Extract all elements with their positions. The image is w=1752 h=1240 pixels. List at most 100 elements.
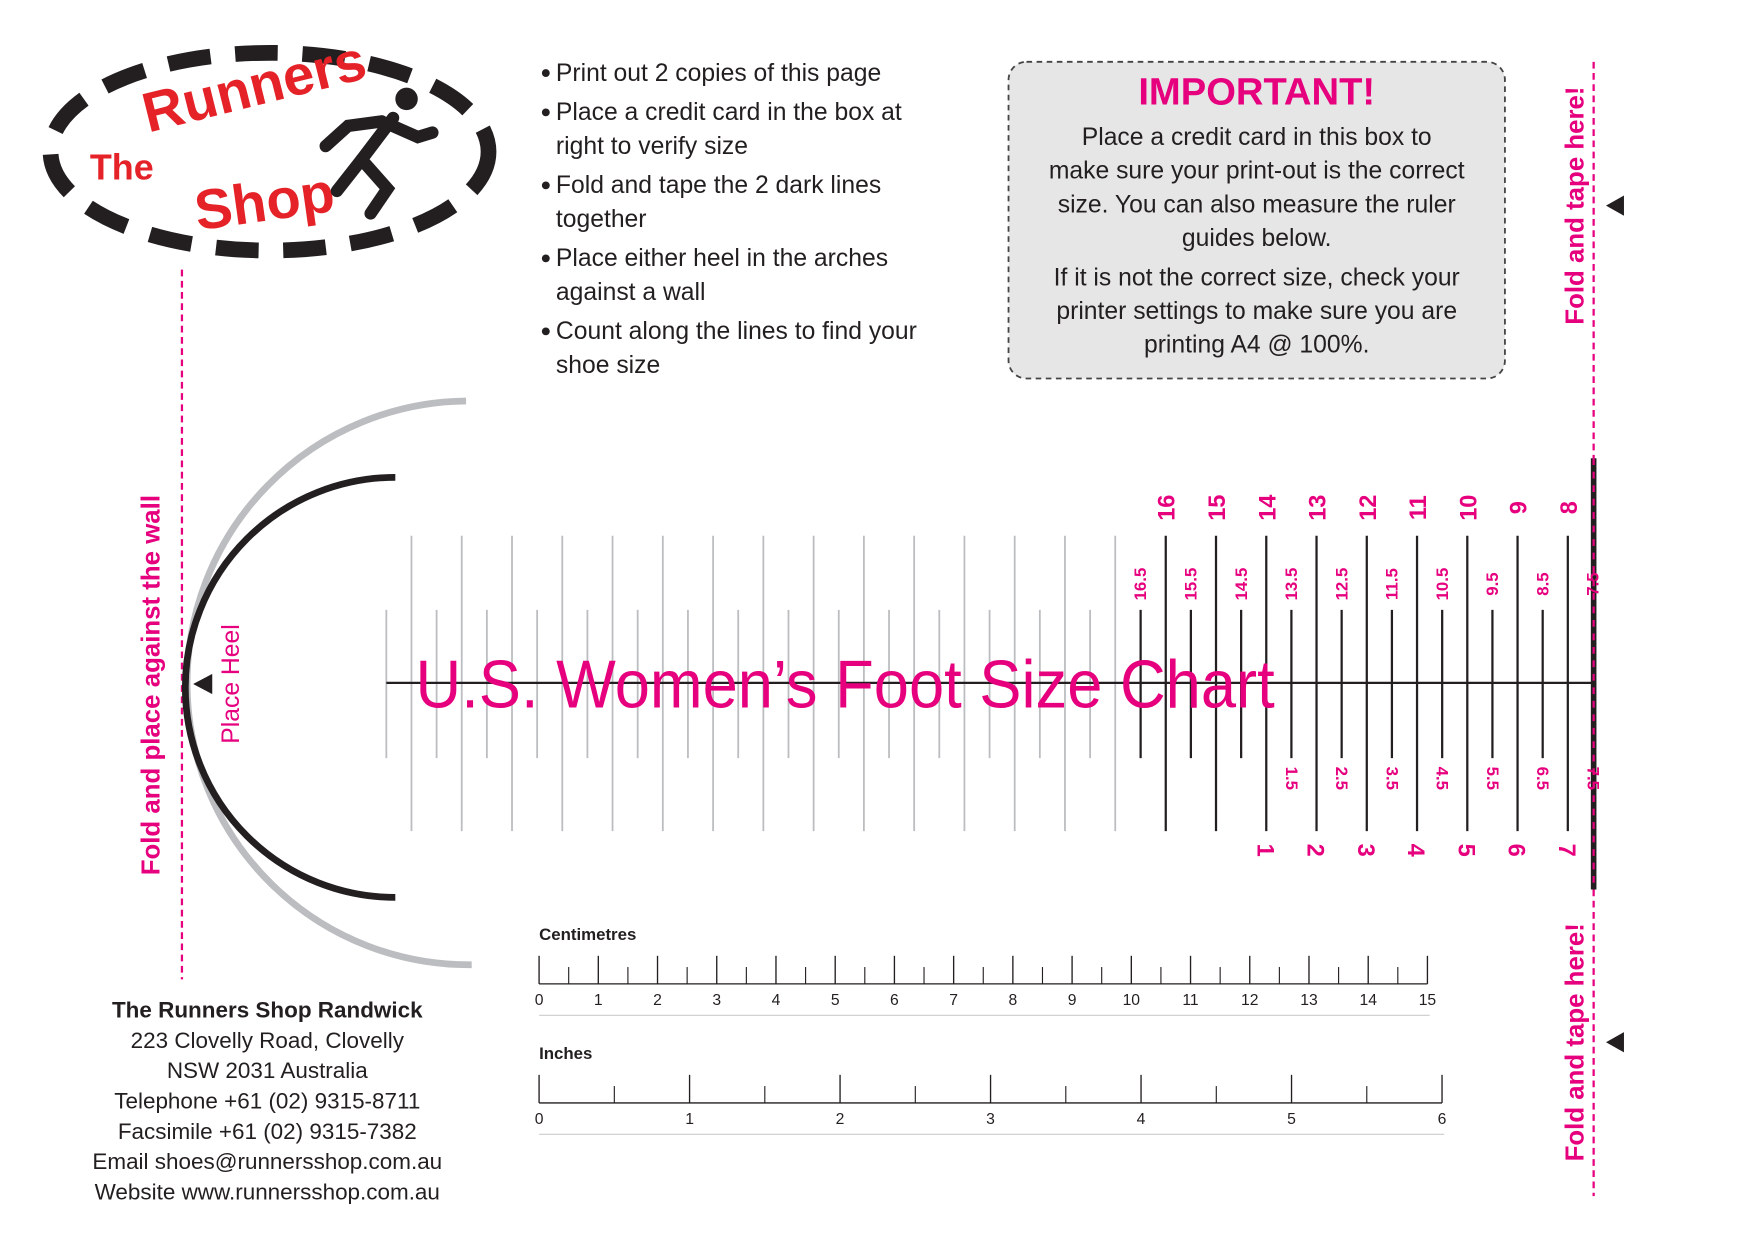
tape-label: Fold and tape here! (1562, 86, 1590, 324)
bullet (541, 254, 550, 263)
upper-half-size: 16.5 (1131, 568, 1150, 601)
lower-half-size: 6.5 (1533, 767, 1552, 790)
important-title: IMPORTANT! (1138, 71, 1375, 114)
address-line: Telephone +61 (02) 9315-8711 (114, 1089, 420, 1114)
instruction-line: Print out 2 copies of this page (556, 60, 881, 87)
ruler-label: Inches (539, 1044, 592, 1063)
upper-half-size: 13.5 (1282, 568, 1301, 601)
lower-size: 3 (1353, 844, 1379, 857)
upper-size: 10 (1455, 495, 1481, 521)
address-line: Email shoes@runnersshop.com.au (92, 1149, 442, 1174)
address: The Runners Shop Randwick 223 Clovelly R… (92, 998, 442, 1205)
upper-size: 12 (1355, 495, 1381, 521)
bullet (541, 108, 550, 117)
lower-half-size: 7.5 (1583, 767, 1602, 790)
ruler-tick-label: 3 (986, 1111, 995, 1128)
important-line: printing A4 @ 100%. (1144, 332, 1369, 359)
ruler-tick-label: 0 (535, 1111, 544, 1128)
important-line: guides below. (1182, 225, 1332, 252)
upper-half-size: 7.5 (1584, 572, 1603, 595)
lower-half-size: 4.5 (1433, 767, 1452, 790)
upper-size: 9 (1506, 501, 1532, 514)
important-text: Place a credit card in this box to make s… (1049, 124, 1465, 359)
ruler-tick-label: 5 (831, 992, 840, 1009)
ruler-tick-label: 6 (1438, 1111, 1447, 1128)
ruler-tick-label: 14 (1359, 992, 1377, 1009)
ruler-tick-label: 0 (535, 992, 544, 1009)
size-grid: 16 15 14 13 12 11 10 9 816.5 15.5 14.5 13.5 12.5 11.5… (385, 495, 1603, 857)
logo-the: The (90, 147, 154, 188)
ruler-label: Centimetres (539, 925, 636, 944)
address-line: NSW 2031 Australia (167, 1058, 368, 1083)
instruction-line: right to verify size (556, 133, 748, 160)
lower-half-size: 5.5 (1483, 767, 1502, 790)
ruler-tick-label: 2 (653, 992, 662, 1009)
lower-half-size: 3.5 (1382, 767, 1401, 790)
instruction-line: Place either heel in the arches (556, 245, 888, 272)
important-line: make sure your print-out is the correct (1049, 158, 1465, 185)
instruction-line: together (556, 206, 647, 233)
address-line: Website www.runnersshop.com.au (95, 1180, 440, 1205)
arrow (193, 673, 213, 695)
inner-arch (182, 474, 396, 901)
ruler-tick-label: 12 (1241, 992, 1258, 1009)
ruler-tick-label: 6 (890, 992, 899, 1009)
ruler-tick-label: 2 (836, 1111, 845, 1128)
upper-half-size: 11.5 (1383, 568, 1402, 600)
ruler-tick-label: 7 (949, 992, 958, 1009)
lower-half-size: 2.5 (1332, 767, 1351, 790)
instruction-line: Fold and tape the 2 dark lines (556, 172, 881, 199)
heel-label: Place Heel (218, 624, 245, 743)
ruler-tick-label: 8 (1008, 992, 1017, 1009)
chart-title: U.S. Women’s Foot Size Chart (416, 648, 1275, 723)
ruler-tick-label: 1 (685, 1111, 694, 1128)
bullet (541, 69, 550, 77)
lower-size: 2 (1303, 844, 1329, 857)
upper-half-size: 10.5 (1433, 568, 1452, 601)
upper-size: 8 (1556, 501, 1582, 514)
upper-size: 11 (1405, 495, 1431, 520)
upper-half-size: 12.5 (1332, 568, 1351, 601)
wall-label: Fold and place against the wall (137, 495, 165, 875)
ruler-tick-label: 11 (1182, 992, 1198, 1009)
instructions: Print out 2 copies of this page Place a c… (541, 60, 917, 379)
instruction-line: shoe size (556, 352, 660, 379)
ruler-tick-label: 4 (772, 992, 781, 1009)
instruction-line: against a wall (556, 279, 706, 306)
upper-half-size: 15.5 (1181, 568, 1200, 601)
ruler-tick-label: 1 (594, 992, 603, 1009)
lower-size: 1 (1252, 844, 1278, 857)
upper-half-size: 8.5 (1533, 572, 1552, 595)
upper-size: 14 (1254, 495, 1280, 521)
ruler-tick-label: 5 (1287, 1111, 1296, 1128)
lower-half-size: 1.5 (1282, 767, 1301, 790)
address-line: 223 Clovelly Road, Clovelly (131, 1028, 405, 1053)
important-line: If it is not the correct size, check you… (1054, 264, 1460, 291)
arrow (1606, 1032, 1624, 1053)
tape-label: Fold and tape here! (1562, 923, 1590, 1161)
lower-size: 5 (1453, 844, 1479, 857)
ruler-tick-label: 3 (712, 992, 721, 1009)
logo: Runners The Shop (42, 28, 497, 259)
instruction-line: Count along the lines to find your (556, 318, 917, 345)
upper-size: 15 (1204, 495, 1230, 521)
upper-size: 13 (1305, 495, 1331, 521)
important-line: printer settings to make sure you are (1056, 298, 1457, 325)
bullet (541, 327, 550, 336)
arrow (1606, 195, 1624, 216)
lower-size: 6 (1504, 844, 1530, 857)
ruler-tick-label: 4 (1137, 1111, 1146, 1128)
lower-size: 4 (1403, 844, 1429, 857)
runner-icon (319, 87, 439, 220)
important-line: Place a credit card in this box to (1082, 124, 1432, 151)
upper-half-size: 14.5 (1232, 568, 1251, 601)
ruler-tick-label: 13 (1300, 992, 1318, 1009)
upper-half-size: 9.5 (1483, 572, 1502, 595)
shop-name: The Runners Shop Randwick (112, 998, 423, 1023)
lower-size: 7 (1554, 844, 1580, 857)
address-line: Facsimile +61 (02) 9315-7382 (118, 1119, 417, 1144)
ruler-tick-label: 9 (1068, 992, 1077, 1009)
